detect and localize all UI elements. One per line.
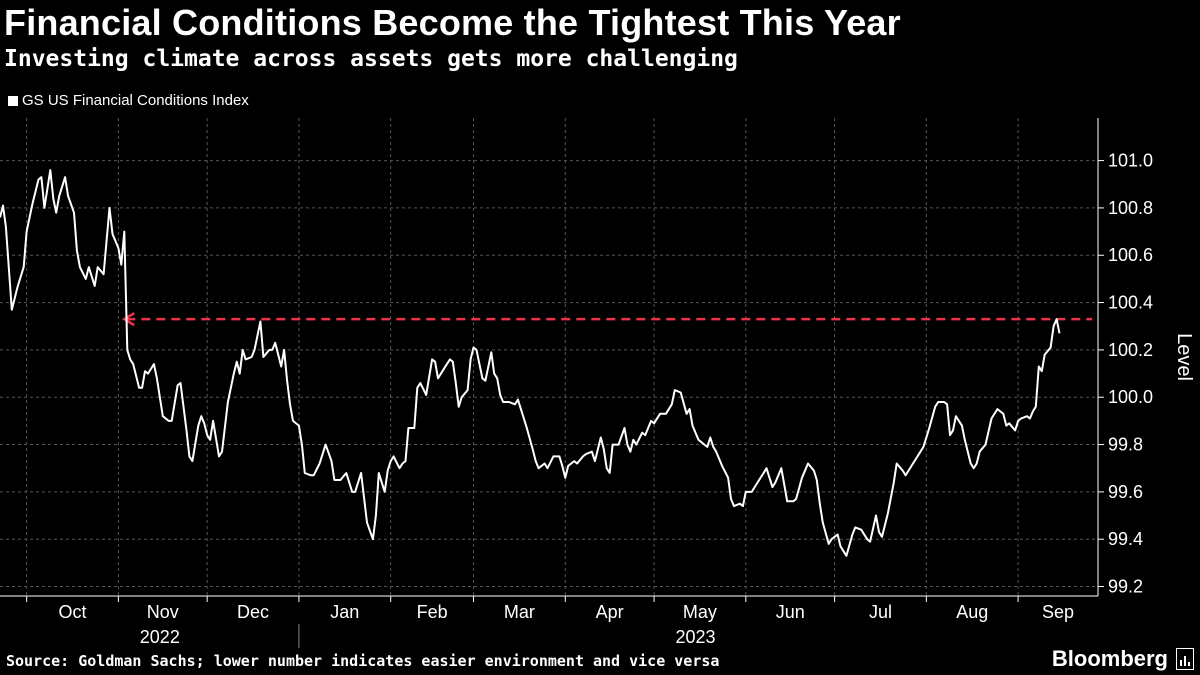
legend: GS US Financial Conditions Index [8, 92, 249, 109]
x-tick-label: May [683, 602, 717, 622]
y-tick-label: 99.6 [1108, 482, 1143, 502]
x-tick-label: Apr [596, 602, 624, 622]
x-tick-label: Jul [869, 602, 892, 622]
bloomberg-chart-icon [1176, 648, 1194, 670]
year-label: 2023 [675, 627, 715, 647]
y-tick-label: 100.8 [1108, 198, 1153, 218]
x-tick-label: Jun [776, 602, 805, 622]
y-tick-label: 100.4 [1108, 293, 1153, 313]
y-tick-label: 99.8 [1108, 435, 1143, 455]
y-tick-label: 100.0 [1108, 387, 1153, 407]
x-tick-label: Mar [504, 602, 535, 622]
reference-arrowhead [121, 312, 135, 327]
legend-swatch [8, 95, 18, 106]
axes: 99.2 99.4 99.6 99.8 100.0 100.2 100.4 100.6 100.… [0, 118, 1195, 648]
y-tick-label: 99.2 [1108, 577, 1143, 597]
x-tick-label: Aug [956, 602, 988, 622]
source-note: Source: Goldman Sachs; lower number indi… [6, 652, 720, 670]
x-tick-label: Nov [147, 602, 179, 622]
y-tick-label: 100.6 [1108, 245, 1153, 265]
bloomberg-logo: Bloomberg [1051, 646, 1168, 671]
series-line-gs-fci [0, 169, 1061, 557]
chart-marks [0, 169, 1093, 557]
x-tick-label: Jan [330, 602, 359, 622]
chart-title: Financial Conditions Become the Tightest… [4, 2, 901, 43]
y-tick-label: 100.2 [1108, 340, 1153, 360]
year-label: 2022 [140, 627, 180, 647]
x-tick-label: Dec [237, 602, 269, 622]
legend-label: GS US Financial Conditions Index [22, 92, 249, 109]
y-axis-title: Level [1173, 333, 1195, 381]
y-tick-label: 99.4 [1108, 529, 1143, 549]
x-tick-label: Sep [1042, 602, 1074, 622]
x-tick-label: Oct [59, 602, 87, 622]
grid-lines [0, 118, 1098, 596]
y-tick-label: 101.0 [1108, 151, 1153, 171]
chart-subtitle: Investing climate across assets gets mor… [4, 46, 738, 72]
x-tick-label: Feb [417, 602, 448, 622]
